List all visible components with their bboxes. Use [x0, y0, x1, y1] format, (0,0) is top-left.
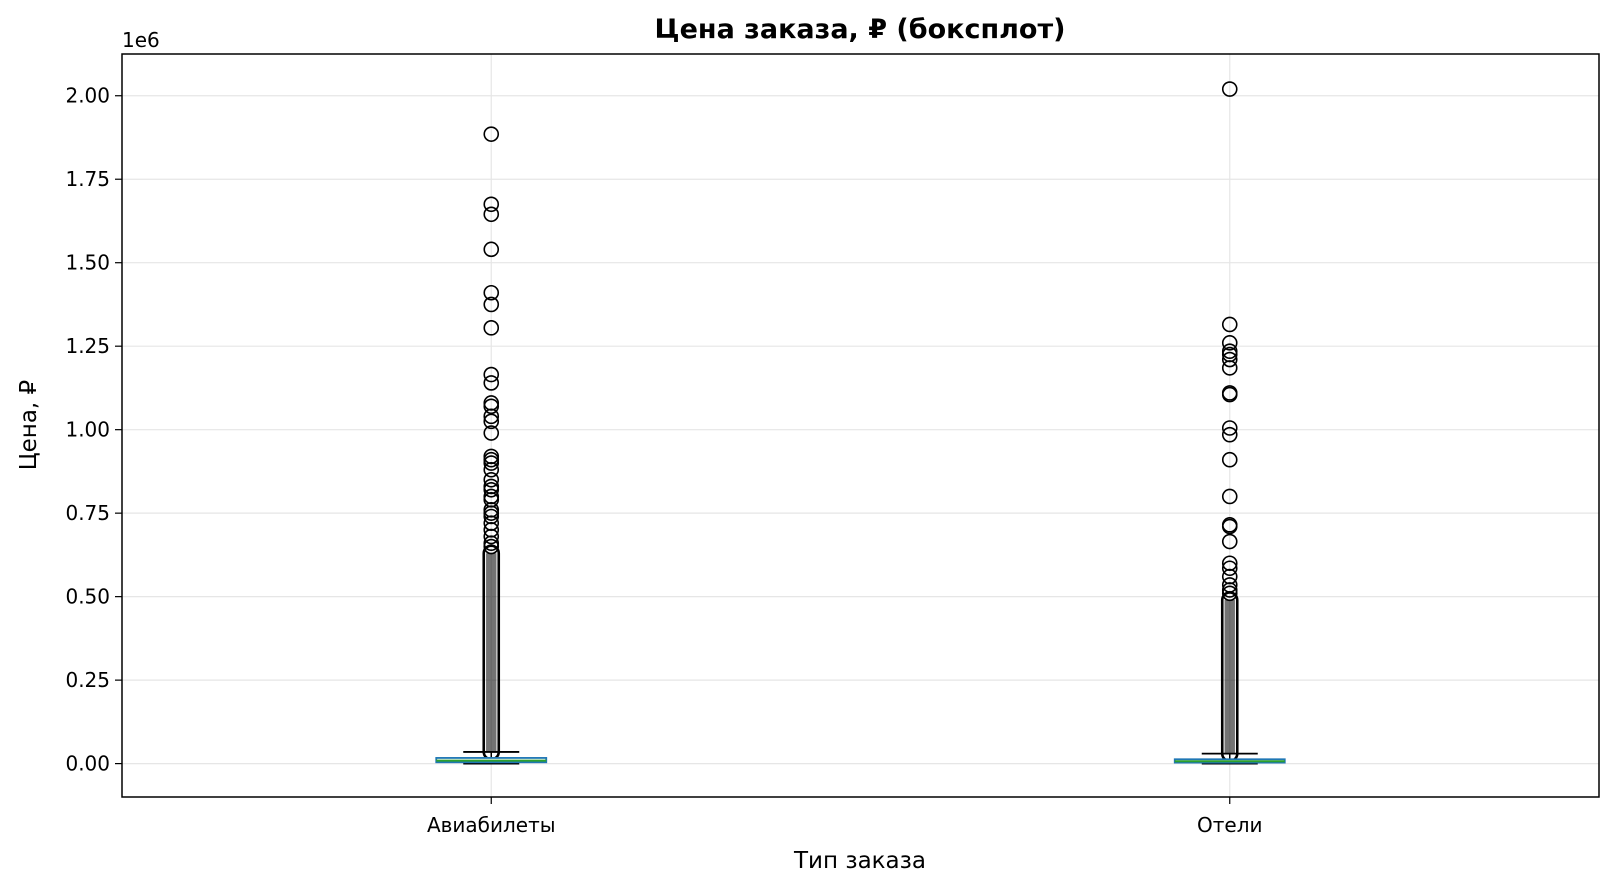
outlier-point	[1221, 420, 1238, 436]
outlier-point	[1221, 518, 1238, 535]
outlier-point	[483, 413, 500, 430]
dense-outlier-fill	[1224, 599, 1235, 754]
box-group	[1173, 81, 1286, 765]
dense-outlier-fill	[486, 553, 497, 752]
outlier-point	[483, 425, 500, 441]
y-tick-label: 1.00	[65, 418, 110, 442]
y-axis-offset-label: 1e6	[122, 28, 160, 52]
x-tick-label: Отели	[1197, 813, 1262, 837]
outlier-point	[483, 461, 500, 478]
chart-title: Цена заказа, ₽ (боксплот)	[655, 14, 1066, 45]
x-axis-label: Тип заказа	[793, 848, 926, 874]
outlier-point	[483, 375, 500, 391]
outlier-point	[1221, 335, 1238, 351]
axes: 0.00 0.25 0.50 0.75 1.00 1.25 1.50 1.75 2.00 Авиа…	[65, 84, 1262, 837]
outlier-point	[1221, 577, 1238, 593]
outlier-point	[483, 471, 500, 488]
x-tick-label: Авиабилеты	[427, 813, 556, 837]
outlier-point	[1221, 585, 1238, 602]
plot-area-frame	[121, 53, 1600, 798]
outlier-point	[1221, 360, 1238, 376]
outlier-point	[483, 398, 500, 415]
outlier-point	[483, 206, 500, 223]
outlier-point	[483, 481, 500, 498]
y-tick-label: 0.50	[65, 585, 110, 609]
outlier-point	[1221, 451, 1238, 468]
outlier-point	[1221, 426, 1238, 443]
outlier-point	[483, 196, 500, 213]
outlier-point	[483, 528, 500, 545]
outlier-point	[1221, 386, 1238, 403]
y-tick-label: 0.75	[65, 501, 110, 525]
outlier-point	[1221, 488, 1238, 505]
outlier-point	[483, 408, 500, 425]
outlier-point	[483, 455, 500, 471]
plot-data	[435, 81, 1286, 765]
outlier-point	[1221, 316, 1238, 333]
outlier-point	[1221, 351, 1238, 368]
y-tick-label: 1.25	[65, 334, 110, 358]
outlier-point	[1221, 533, 1238, 550]
outlier-point	[1221, 81, 1238, 97]
outlier-point	[483, 241, 500, 258]
outlier-point	[1221, 560, 1238, 577]
outlier-point	[483, 366, 500, 383]
outlier-point	[483, 538, 500, 555]
outlier-point	[483, 296, 500, 313]
y-tick-label: 2.00	[65, 84, 110, 108]
y-tick-label: 0.25	[65, 668, 110, 692]
outlier-point	[483, 284, 500, 301]
box-group	[435, 126, 548, 765]
y-tick-label: 1.75	[65, 167, 110, 191]
grid-lines	[122, 54, 1599, 797]
outlier-point	[483, 320, 500, 336]
y-axis-label: Цена, ₽	[16, 380, 42, 470]
outlier-point	[483, 126, 500, 142]
y-tick-label: 0.00	[65, 752, 110, 776]
y-tick-label: 1.50	[65, 251, 110, 275]
